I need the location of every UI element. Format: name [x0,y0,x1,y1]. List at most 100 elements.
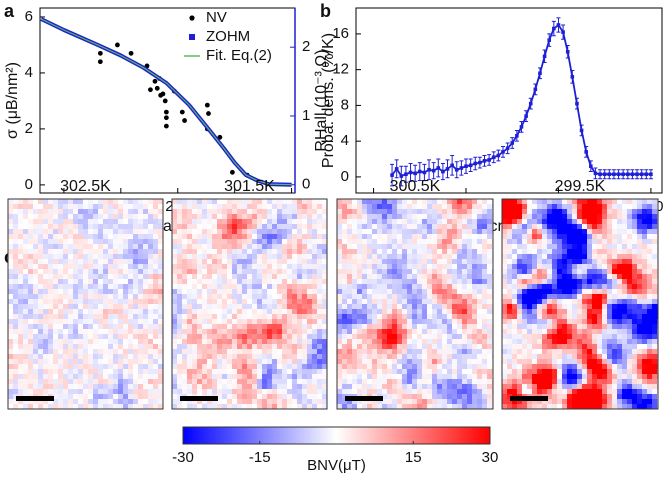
map-cell [402,304,407,309]
map-cell [222,394,227,399]
map-cell [28,389,33,394]
map-cell [103,334,108,339]
map-cell [302,319,307,324]
map-cell [377,319,382,324]
map-cell [312,344,317,349]
map-cell [43,389,48,394]
map-cell [537,284,542,289]
map-cell [153,314,158,319]
map-cell [108,269,113,274]
map-cell [412,239,417,244]
map-cell [38,384,43,389]
map-cell [402,289,407,294]
map-cell [192,389,197,394]
map-cell [317,369,322,374]
map-cell [257,374,262,379]
map-cell [602,304,607,309]
map-cell [13,229,18,234]
map-cell [382,389,387,394]
map-cell [527,254,532,259]
map-cell [392,404,397,409]
map-cell [342,229,347,234]
map-cell [447,284,452,289]
map-cell [412,404,417,409]
map-cell [232,244,237,249]
map-cell [103,264,108,269]
map-cell [617,244,622,249]
map-cell [83,404,88,409]
map-cell [297,234,302,239]
map-cell [247,349,252,354]
map-cell [337,274,342,279]
map-cell [517,244,522,249]
map-cell [58,384,63,389]
map-cell [78,279,83,284]
map-cell [192,279,197,284]
map-cell [182,404,187,409]
map-cell [547,209,552,214]
map-cell [397,389,402,394]
map-cell [392,329,397,334]
map-cell [192,209,197,214]
map-cell [462,279,467,284]
map-cell [43,269,48,274]
map-cell [13,384,18,389]
map-cell [482,264,487,269]
map-cell [402,324,407,329]
map-cell [133,304,138,309]
map-cell [38,304,43,309]
map-cell [68,299,73,304]
map-cell [402,404,407,409]
map-cell [442,389,447,394]
map-cell [417,404,422,409]
map-cell [397,319,402,324]
map-cell [68,264,73,269]
map-cell [302,349,307,354]
map-cell [172,249,177,254]
map-cell [212,319,217,324]
map-cell [457,219,462,224]
map-cell [482,359,487,364]
map-cell [452,344,457,349]
map-cell [158,374,163,379]
map-cell [292,289,297,294]
map-cell [153,294,158,299]
map-cell [307,304,312,309]
map-cell [262,264,267,269]
map-cell [83,374,88,379]
map-cell [103,289,108,294]
map-cell [28,359,33,364]
map-cell [557,304,562,309]
map-cell [43,304,48,309]
map-cell [417,384,422,389]
map-cell [78,289,83,294]
map-cell [637,274,642,279]
map-cell [557,209,562,214]
map-cell [582,199,587,204]
map-cell [262,364,267,369]
density-line [392,25,651,176]
map-cell [502,279,507,284]
map-cell [13,299,18,304]
map-cell [123,354,128,359]
map-cell [472,399,477,404]
map-cell [407,369,412,374]
map-cell [252,289,257,294]
point [455,168,459,172]
map-cell [447,304,452,309]
map-cell [247,404,252,409]
map-cell [602,209,607,214]
map-cell [322,319,327,324]
map-cell [73,314,78,319]
map-cell [562,309,567,314]
map-cell [282,334,287,339]
map-cell [422,289,427,294]
map-cell [143,214,148,219]
map-cell [457,264,462,269]
map-cell [222,254,227,259]
map-cell [517,284,522,289]
map-cell [78,229,83,234]
map-cell [227,279,232,284]
map-cell [23,324,28,329]
map-cell [207,239,212,244]
